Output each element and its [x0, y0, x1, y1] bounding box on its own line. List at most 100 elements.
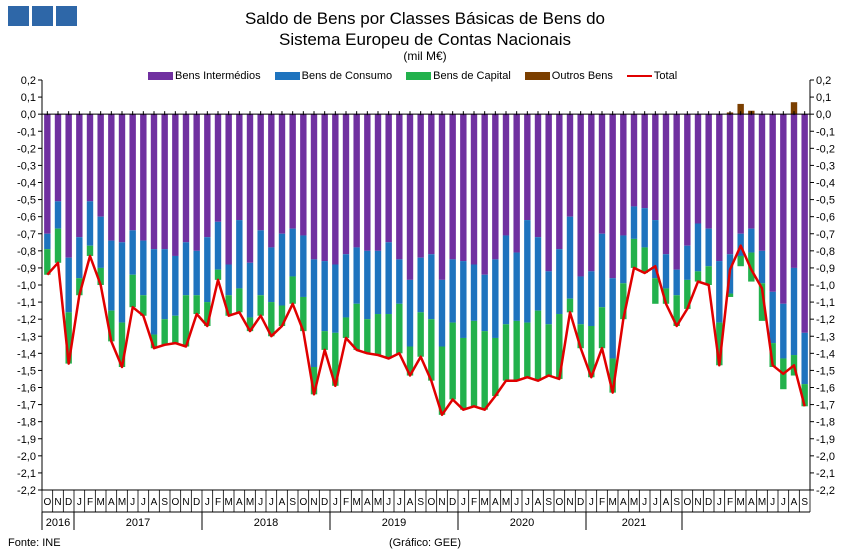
y-tick-label-left: 0,2: [21, 75, 36, 87]
x-tick-label: M: [374, 497, 382, 508]
bar-consumo: [385, 242, 392, 315]
bar-intermedios: [470, 114, 478, 265]
bar-capital: [342, 317, 350, 338]
x-tick-label: A: [791, 497, 798, 508]
bar-capital: [268, 302, 275, 337]
bar-capital: [492, 337, 499, 397]
year-label: 2021: [622, 517, 646, 529]
x-tick-label: A: [108, 497, 115, 508]
year-label: 2018: [254, 517, 278, 529]
legend-label: Bens de Capital: [433, 70, 511, 82]
bar-capital: [417, 312, 424, 357]
x-tick-label: O: [427, 497, 435, 508]
x-tick-label: N: [54, 497, 61, 508]
bar-consumo: [193, 250, 200, 296]
bar-consumo: [172, 255, 179, 316]
bar-capital: [65, 312, 72, 364]
y-tick-label-right: -0,3: [816, 160, 835, 172]
bar-capital: [332, 332, 339, 386]
bar-consumo: [342, 254, 350, 318]
legend-swatch: [148, 72, 173, 80]
bar-intermedios: [545, 114, 552, 272]
bar-capital: [225, 295, 232, 316]
y-tick-label-left: -1,1: [17, 297, 36, 309]
x-tick-label: D: [321, 497, 328, 508]
bar-intermedios: [86, 114, 94, 202]
y-tick-label-left: 0,1: [21, 92, 36, 104]
bar-consumo: [225, 264, 232, 296]
x-tick-label: J: [525, 497, 530, 508]
x-tick-label: O: [171, 497, 179, 508]
bar-capital: [182, 295, 190, 347]
x-tick-label: O: [683, 497, 691, 508]
y-tick-label-left: -2,2: [17, 485, 36, 497]
bar-intermedios: [310, 114, 318, 260]
bar-intermedios: [780, 114, 787, 304]
legend-label: Total: [653, 70, 678, 82]
legend-line: [626, 75, 652, 77]
y-tick-label-left: -1,3: [17, 331, 36, 343]
source-note: Fonte: INE: [8, 537, 61, 549]
y-tick-label-right: 0,0: [816, 109, 831, 121]
x-tick-label: J: [642, 497, 647, 508]
x-tick-label: D: [449, 497, 456, 508]
bar-intermedios: [374, 114, 382, 251]
bar-consumo: [310, 259, 318, 367]
bar-capital: [150, 334, 158, 349]
bar-intermedios: [502, 114, 510, 236]
bar-intermedios: [598, 114, 606, 234]
bar-capital: [236, 288, 243, 313]
legend-label: Bens Intermédios: [175, 70, 261, 82]
bar-intermedios: [758, 114, 766, 251]
bar-capital: [289, 276, 296, 304]
bar-consumo: [118, 242, 126, 323]
x-tick-label: A: [236, 497, 243, 508]
bar-capital: [694, 271, 702, 282]
bar-consumo: [300, 235, 307, 297]
bar-consumo: [780, 303, 787, 359]
bar-intermedios: [630, 114, 638, 207]
x-tick-label: J: [514, 497, 519, 508]
bar-intermedios: [97, 114, 104, 217]
bar-consumo: [662, 254, 670, 289]
bar-intermedios: [353, 114, 360, 248]
y-tick-label-left: -1,0: [17, 280, 36, 292]
bar-capital: [385, 314, 392, 359]
bar-intermedios: [524, 114, 531, 221]
bar-consumo: [769, 291, 776, 344]
bar-capital: [598, 307, 606, 349]
bar-intermedios: [566, 114, 574, 217]
bar-consumo: [278, 233, 286, 306]
bar-capital: [364, 319, 371, 354]
bar-intermedios: [54, 114, 62, 202]
bar-capital: [54, 228, 62, 263]
y-tick-label-right: -0,4: [816, 178, 835, 190]
bar-capital: [257, 295, 264, 316]
y-tick-label-right: -1,6: [816, 383, 835, 395]
bar-intermedios: [172, 114, 179, 256]
x-tick-label: A: [364, 497, 371, 508]
bar-capital: [481, 331, 488, 410]
bar-intermedios: [396, 114, 403, 260]
x-tick-label: S: [289, 497, 296, 508]
bar-consumo: [129, 230, 136, 275]
bar-consumo: [684, 245, 691, 280]
bar-intermedios: [108, 114, 115, 241]
credit-note: (Gráfico: GEE): [388, 537, 462, 549]
x-tick-label: J: [386, 497, 391, 508]
x-tick-label: M: [352, 497, 360, 508]
y-tick-label-right: -0,8: [816, 246, 835, 258]
bar-intermedios: [492, 114, 499, 260]
bar-capital: [396, 303, 403, 354]
bar-consumo: [65, 257, 72, 313]
y-tick-label-left: -1,7: [17, 400, 36, 412]
bar-consumo: [150, 249, 158, 335]
bar-consumo: [588, 271, 595, 326]
bar-consumo: [374, 250, 382, 315]
bar-consumo: [417, 257, 424, 313]
bar-capital: [129, 274, 136, 308]
y-tick-label-right: -1,2: [816, 314, 835, 326]
x-tick-label: D: [705, 497, 712, 508]
bar-intermedios: [588, 114, 595, 272]
bar-capital: [673, 295, 680, 326]
